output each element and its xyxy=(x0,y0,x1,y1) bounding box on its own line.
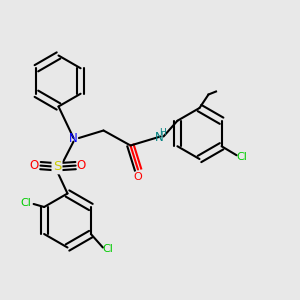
Text: Cl: Cl xyxy=(236,152,247,162)
Text: O: O xyxy=(76,159,85,172)
Text: H: H xyxy=(159,128,165,137)
Text: O: O xyxy=(134,172,142,182)
Text: N: N xyxy=(69,131,78,145)
Text: Cl: Cl xyxy=(21,197,32,208)
Text: O: O xyxy=(30,159,39,172)
Text: Cl: Cl xyxy=(103,244,114,254)
Text: N: N xyxy=(154,130,164,144)
Text: S: S xyxy=(53,160,61,173)
